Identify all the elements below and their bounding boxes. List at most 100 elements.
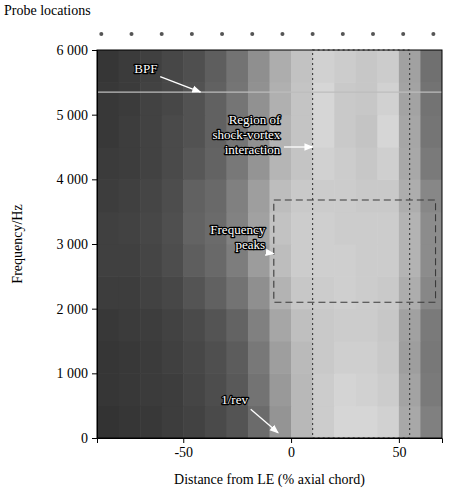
heatmap-cell bbox=[183, 50, 205, 83]
annotation-arrow bbox=[284, 146, 313, 147]
heatmap-cell bbox=[270, 244, 292, 277]
heatmap-cell bbox=[226, 276, 248, 309]
annotation-text: Frequency bbox=[210, 222, 265, 237]
plot-frame bbox=[97, 50, 442, 438]
heatmap-cell bbox=[162, 373, 184, 406]
heatmap-cell bbox=[377, 147, 399, 180]
heatmap-cell bbox=[377, 115, 399, 148]
heatmap-cell bbox=[313, 147, 335, 180]
heatmap-cell bbox=[313, 276, 335, 309]
heatmap-cell bbox=[183, 276, 205, 309]
tick-label: 4 000 bbox=[57, 172, 89, 187]
tick-label: 1 000 bbox=[57, 366, 89, 381]
annotation-text: shock-vortex bbox=[212, 127, 280, 142]
heatmap-cell bbox=[270, 212, 292, 245]
heatmap-cell bbox=[420, 82, 442, 115]
tick-mark bbox=[92, 50, 97, 51]
tick: 6 000 bbox=[57, 43, 98, 58]
heatmap-cell bbox=[140, 82, 162, 115]
heatmap-cell bbox=[248, 179, 270, 212]
heatmap-cell bbox=[162, 179, 184, 212]
y-axis-title: Frequency/Hz bbox=[10, 204, 25, 283]
probe-dot bbox=[130, 32, 134, 36]
annotation-text: Region of bbox=[229, 112, 281, 127]
heatmap-cell bbox=[140, 115, 162, 148]
heatmap-cell bbox=[226, 309, 248, 342]
heatmap-cell bbox=[162, 147, 184, 180]
heatmap-cell bbox=[205, 309, 227, 342]
x-axis-title: Distance from LE (% axial chord) bbox=[174, 472, 365, 488]
probe-dot bbox=[371, 32, 375, 36]
heatmap-cell bbox=[291, 276, 313, 309]
heatmap-cell bbox=[248, 82, 270, 115]
heatmap-cell bbox=[313, 244, 335, 277]
tick: 0 bbox=[288, 438, 295, 460]
heatmap-cell bbox=[248, 50, 270, 83]
heatmap-cell bbox=[270, 82, 292, 115]
probe-dot bbox=[160, 32, 164, 36]
heatmap-cell bbox=[119, 373, 141, 406]
heatmap-cell bbox=[140, 276, 162, 309]
heatmap-cell bbox=[356, 179, 378, 212]
heatmap-cell bbox=[420, 50, 442, 83]
heatmap-cell bbox=[377, 276, 399, 309]
tick-mark bbox=[92, 373, 97, 374]
heatmap-cell bbox=[97, 276, 119, 309]
tick-mark bbox=[92, 179, 97, 180]
heatmap-cell bbox=[97, 406, 119, 438]
heatmap-cell bbox=[377, 179, 399, 212]
heatmap-cell bbox=[119, 179, 141, 212]
heatmap-cell bbox=[291, 179, 313, 212]
heatmap-cell bbox=[248, 373, 270, 406]
heatmap-cell bbox=[334, 406, 356, 438]
heatmap-cell bbox=[183, 212, 205, 245]
y-axis: 01 0002 0003 0004 0005 0006 000 bbox=[57, 43, 98, 446]
heatmap-cell bbox=[140, 341, 162, 374]
heatmap-cell bbox=[205, 244, 227, 277]
heatmap-cell bbox=[97, 179, 119, 212]
heatmap-cell bbox=[313, 212, 335, 245]
axis-line bbox=[98, 439, 443, 444]
heatmap-cell bbox=[183, 373, 205, 406]
heatmap-cell bbox=[291, 82, 313, 115]
heatmap-cell bbox=[119, 212, 141, 245]
heatmap-cell bbox=[334, 147, 356, 180]
probe-dot bbox=[190, 32, 194, 36]
heatmap-cell bbox=[162, 309, 184, 342]
tick-label: 2 000 bbox=[57, 302, 89, 317]
heatmap-cell bbox=[162, 406, 184, 438]
tick-label: 0 bbox=[288, 445, 295, 460]
tick-label: 50 bbox=[392, 445, 406, 460]
probe-dot bbox=[250, 32, 254, 36]
region-box bbox=[274, 200, 436, 302]
heatmap-cell bbox=[291, 341, 313, 374]
heatmap-cell bbox=[420, 179, 442, 212]
heatmap-cell bbox=[248, 341, 270, 374]
heatmap-cell bbox=[313, 406, 335, 438]
heatmap-cell bbox=[291, 147, 313, 180]
tick: 50 bbox=[392, 438, 406, 460]
heatmap-cell bbox=[313, 309, 335, 342]
x-axis: -50050 bbox=[98, 438, 443, 460]
heatmap-cell bbox=[291, 50, 313, 83]
heatmap-cell bbox=[162, 212, 184, 245]
heatmap-cell bbox=[97, 212, 119, 245]
heatmap-cell bbox=[420, 406, 442, 438]
chart: -5005001 0002 0003 0004 0005 0006 000Dis… bbox=[0, 0, 450, 494]
heatmap-cell bbox=[356, 406, 378, 438]
heatmap-cell bbox=[119, 341, 141, 374]
heatmap-cell bbox=[356, 373, 378, 406]
probe-dot bbox=[341, 32, 345, 36]
tick-mark bbox=[399, 438, 400, 443]
heatmap-cell bbox=[377, 50, 399, 83]
heatmap-cell bbox=[226, 179, 248, 212]
heatmap-cell bbox=[377, 82, 399, 115]
heatmap-cell bbox=[356, 147, 378, 180]
heatmap-cell bbox=[205, 276, 227, 309]
heatmap-cell bbox=[162, 115, 184, 148]
heatmap-cell bbox=[334, 212, 356, 245]
heatmap-cell bbox=[420, 115, 442, 148]
tick-mark bbox=[92, 309, 97, 310]
heatmap-cell bbox=[420, 276, 442, 309]
heatmap-cell bbox=[140, 406, 162, 438]
